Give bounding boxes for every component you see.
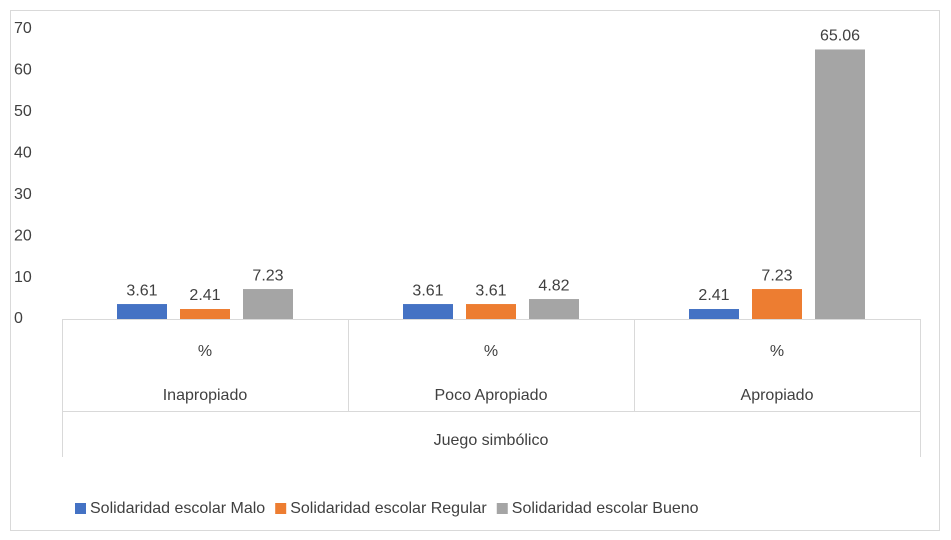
data-label: 7.23 — [252, 267, 283, 284]
y-tick-label: 10 — [14, 269, 32, 286]
y-tick-label: 60 — [14, 62, 32, 79]
y-tick-label: 20 — [14, 227, 32, 244]
data-label: 2.41 — [698, 287, 729, 304]
y-tick-label: 70 — [14, 20, 32, 37]
data-label: 7.23 — [761, 267, 792, 284]
x-tick-label: % — [770, 343, 784, 360]
x-tick-label: % — [198, 343, 212, 360]
bar — [180, 309, 230, 319]
legend-swatch — [75, 503, 86, 514]
legend-swatch — [275, 503, 287, 514]
axis-group-label: Juego simbólico — [434, 432, 549, 449]
bar — [815, 49, 865, 320]
bar — [117, 304, 167, 319]
bar — [752, 289, 802, 319]
chart-frame — [10, 10, 940, 531]
group-label: Poco Apropiado — [435, 387, 548, 404]
data-label: 4.82 — [538, 277, 569, 294]
data-label: 65.06 — [820, 28, 860, 45]
y-tick-label: 30 — [14, 186, 32, 203]
data-label: 2.41 — [189, 287, 220, 304]
y-tick-label: 0 — [14, 310, 23, 327]
bar — [689, 309, 739, 319]
bar — [466, 304, 516, 319]
data-label: 3.61 — [412, 282, 443, 299]
data-label: 3.61 — [475, 282, 506, 299]
y-tick-label: 50 — [14, 103, 32, 120]
group-label: Apropiado — [741, 387, 814, 404]
bar — [529, 299, 579, 319]
bar — [403, 304, 453, 319]
legend-swatch — [496, 503, 508, 514]
legend-label: Solidaridad escolar Bueno — [512, 500, 699, 517]
bar — [243, 289, 293, 319]
x-tick-label: % — [484, 343, 498, 360]
legend-label: Solidaridad escolar Malo — [90, 500, 265, 517]
data-label: 3.61 — [126, 282, 157, 299]
y-tick-label: 40 — [14, 145, 32, 162]
group-label: Inapropiado — [163, 387, 248, 404]
legend-label: Solidaridad escolar Regular — [290, 500, 487, 517]
